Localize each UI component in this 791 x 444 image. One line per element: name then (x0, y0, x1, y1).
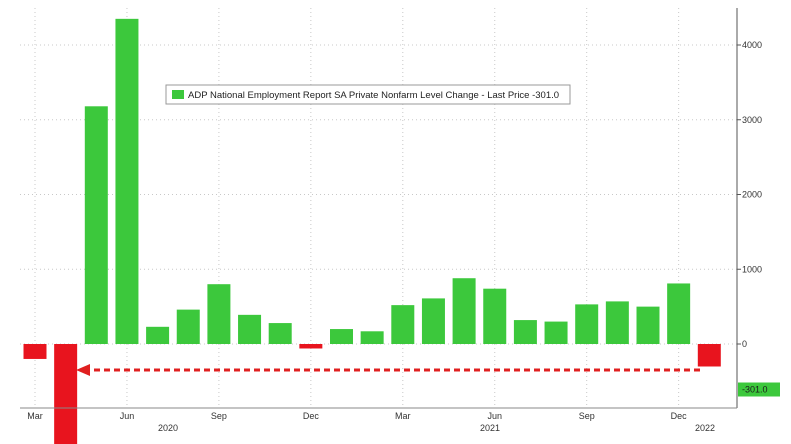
bar (330, 329, 353, 344)
x-tick-label: Dec (671, 411, 688, 421)
bar (23, 344, 47, 359)
y-tick-label: 2000 (742, 190, 762, 200)
bar (636, 306, 660, 344)
bar (207, 284, 231, 344)
bar (667, 283, 691, 344)
bar (575, 304, 599, 344)
bar (544, 321, 568, 344)
arrow-head-icon (76, 364, 90, 376)
y-axis: 0 1000 2000 3000 4000 (736, 8, 762, 408)
bar (54, 344, 78, 444)
x-tick-label: Mar (27, 411, 43, 421)
y-tick-label: 1000 (742, 264, 762, 274)
x-year-label: 2021 (480, 423, 500, 433)
legend-box (165, 84, 571, 105)
legend: ADP National Employment Report SA Privat… (165, 84, 571, 105)
x-tick-label: Jun (487, 411, 502, 421)
bar (176, 309, 200, 344)
bar (697, 344, 721, 367)
x-tick-label: Mar (395, 411, 411, 421)
bar (605, 301, 629, 344)
bar (513, 320, 537, 344)
bar (360, 331, 384, 344)
bar (299, 344, 323, 349)
y-tick-label: 0 (742, 339, 747, 349)
bar (84, 106, 108, 344)
legend-label: ADP National Employment Report SA Privat… (188, 90, 559, 101)
y-tick-label: 4000 (742, 40, 762, 50)
legend-swatch (172, 90, 184, 99)
bar (391, 305, 415, 344)
bar (115, 18, 139, 345)
x-year-label: 2020 (158, 423, 178, 433)
x-tick-label: Sep (579, 411, 595, 421)
y-tick-label: 3000 (742, 115, 762, 125)
x-tick-label: Jun (120, 411, 135, 421)
x-year-label: 2022 (695, 423, 715, 433)
bar (421, 298, 445, 344)
bar (146, 326, 170, 344)
annotations: -301.0 (76, 364, 780, 397)
bar (483, 288, 507, 344)
x-tick-label: Dec (303, 411, 320, 421)
bar (238, 314, 262, 344)
last-price-label: -301.0 (742, 384, 768, 394)
bar (268, 323, 292, 344)
bar (452, 278, 476, 344)
x-axis: Mar Jun Sep Dec Mar Jun Sep Dec 2020 2021 2022 (20, 407, 737, 433)
x-tick-label: Sep (211, 411, 227, 421)
last-price-tag (738, 382, 780, 397)
bars (23, 18, 721, 444)
